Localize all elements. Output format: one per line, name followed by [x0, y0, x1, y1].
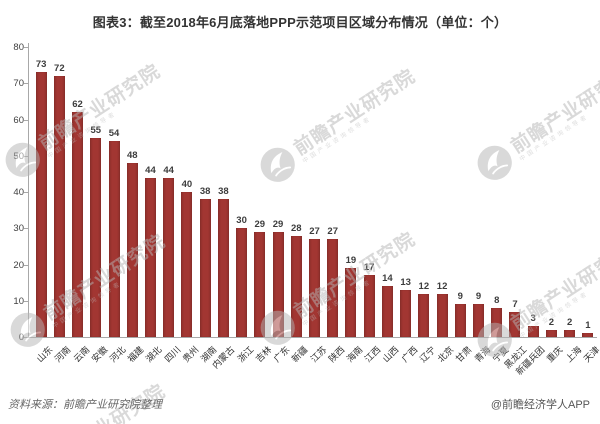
bar-value-label: 9: [475, 291, 482, 303]
y-axis-tick: [24, 264, 28, 266]
watermark: 前瞻产业研究院中国产业咨询领导者: [467, 61, 600, 196]
bar-value-label: 12: [418, 280, 430, 292]
bar-value-label: 54: [108, 128, 120, 140]
bar: [72, 112, 84, 337]
y-axis-tick: [24, 228, 28, 230]
y-axis-label: 60: [13, 114, 24, 126]
bar: [236, 228, 248, 337]
bar: [108, 141, 120, 337]
bar-value-label: 55: [90, 124, 102, 136]
y-axis-tick: [24, 47, 28, 48]
bar: [545, 329, 557, 337]
bar: [509, 311, 521, 337]
source-note: 资料来源：前瞻产业研究院整理: [8, 399, 162, 411]
bar-value-label: 29: [254, 218, 266, 230]
bar: [272, 231, 284, 337]
y-axis-tick: [24, 192, 28, 193]
watermark-subtext: 中国产业咨询领导者: [301, 115, 374, 165]
bar-value-label: 2: [548, 316, 555, 328]
bar: [564, 329, 576, 337]
bar-value-label: 2: [567, 316, 573, 328]
bar: [473, 304, 485, 337]
bar-value-label: 44: [145, 164, 156, 176]
bar: [363, 275, 375, 337]
watermark-text: 前瞻产业研究院: [507, 63, 600, 158]
bar: [381, 286, 393, 337]
y-axis-label: 70: [13, 78, 24, 90]
bar: [217, 199, 229, 337]
bar-value-label: 9: [457, 291, 463, 303]
bar: [309, 239, 320, 337]
y-axis-label: 40: [13, 187, 24, 198]
bar: [418, 293, 430, 337]
bar-value-label: 62: [72, 99, 83, 111]
bar: [53, 76, 65, 337]
watermark-text: 前瞻产业研究院: [290, 65, 420, 160]
y-axis-line: [28, 43, 29, 338]
bar-value-label: 17: [363, 262, 375, 274]
bar: [436, 293, 448, 337]
bar: [163, 177, 175, 337]
bar: [582, 333, 594, 337]
bar: [345, 268, 357, 337]
bar-value-label: 3: [530, 313, 536, 325]
y-axis-label: 30: [13, 223, 24, 235]
y-axis-tick: [24, 119, 28, 121]
bar: [400, 289, 412, 337]
bar-value-label: 28: [290, 222, 302, 234]
bar-value-label: 19: [345, 255, 357, 267]
bar-value-label: 30: [236, 215, 247, 227]
bar: [454, 304, 466, 337]
bar-value-label: 14: [382, 273, 393, 285]
bar-value-label: 8: [494, 295, 500, 306]
bar: [181, 192, 193, 337]
watermark: 前瞻产业研究院中国产业咨询领导者: [250, 63, 420, 198]
bar-value-label: 7: [512, 298, 518, 310]
bar-value-label: 73: [35, 59, 47, 71]
bar-value-label: 48: [126, 150, 138, 161]
bar: [35, 72, 47, 337]
y-axis-label: 20: [13, 259, 24, 271]
bar: [327, 239, 339, 337]
bar-value-label: 38: [199, 186, 211, 198]
bar-value-label: 12: [436, 280, 448, 292]
bar-value-label: 27: [327, 226, 338, 238]
bar-value-label: 72: [54, 63, 65, 74]
bar-value-label: 13: [400, 276, 411, 288]
watermark-subtext: 中国产业咨询领导者: [46, 110, 119, 160]
bar: [126, 163, 138, 337]
y-axis-label: 10: [13, 295, 24, 307]
qianzhan-bird-logo-icon: [470, 137, 523, 191]
y-axis-tick: [24, 155, 28, 157]
qianzhan-bird-logo-icon: [253, 139, 306, 193]
bar: [527, 326, 539, 337]
y-axis-tick: [24, 337, 28, 338]
bar-value-label: 27: [309, 226, 320, 238]
bar: [290, 235, 302, 337]
y-axis-label: 80: [13, 42, 24, 53]
y-axis-label: 50: [13, 150, 24, 162]
bar-value-label: 1: [585, 320, 591, 332]
x-axis-line: [28, 337, 597, 338]
chart-title: 图表3：截至2018年6月底落地PPP示范项目区域分布情况（单位：个）: [92, 15, 508, 30]
credit-note: @前瞻经济学人APP: [490, 399, 590, 411]
bar-value-label: 44: [163, 164, 174, 176]
bar: [254, 231, 266, 337]
y-axis-tick: [24, 83, 28, 85]
y-axis-tick: [24, 300, 28, 302]
bar: [90, 137, 102, 337]
bar-value-label: 40: [181, 179, 193, 190]
watermark-subtext: 中国产业咨询领导者: [518, 113, 591, 163]
bar: [199, 199, 211, 337]
bar: [491, 308, 503, 337]
bar: [144, 177, 156, 337]
bar-value-label: 29: [272, 218, 284, 230]
y-axis-label: 0: [18, 332, 24, 343]
bar-value-label: 38: [218, 186, 229, 198]
